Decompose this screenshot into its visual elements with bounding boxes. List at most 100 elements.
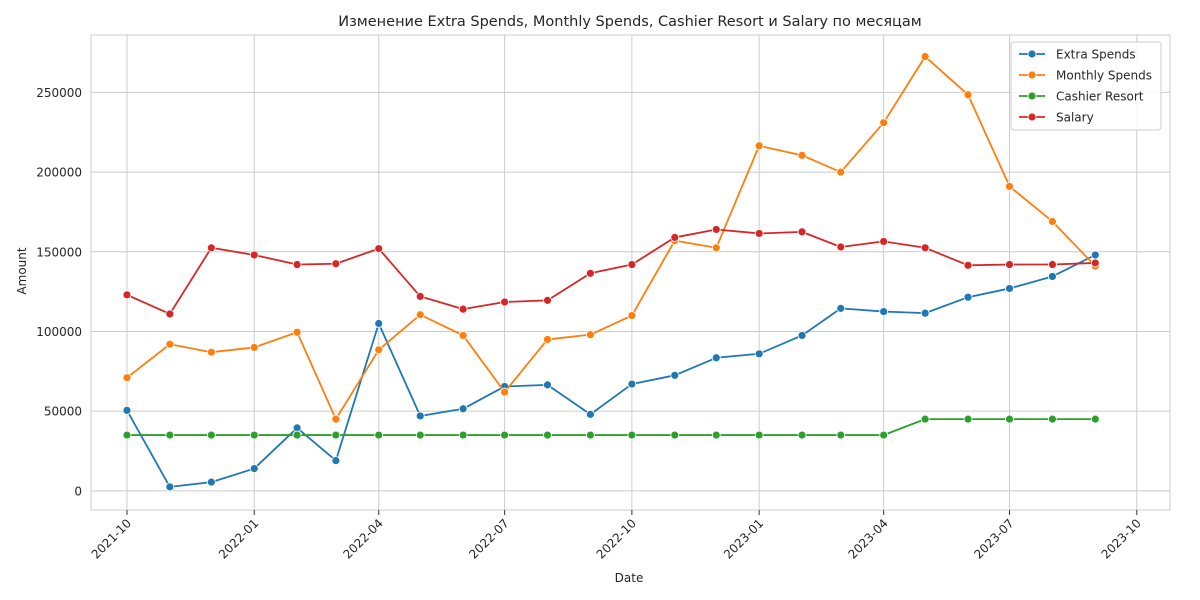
data-point-salary — [1090, 258, 1100, 268]
data-point-extra-spends — [670, 370, 680, 380]
data-point-salary — [415, 292, 425, 301]
data-point-extra-spends — [331, 456, 341, 465]
data-point-salary — [122, 290, 132, 300]
data-point-monthly-spends — [920, 52, 930, 61]
data-point-monthly-spends — [754, 141, 764, 151]
data-point-cashier-resort — [711, 430, 721, 440]
legend-marker-extra-spends — [1027, 49, 1037, 59]
data-point-cashier-resort — [670, 430, 680, 440]
data-point-salary — [585, 268, 595, 278]
legend-marker-monthly-spends — [1027, 70, 1037, 80]
data-point-monthly-spends — [879, 118, 889, 128]
data-point-extra-spends — [711, 353, 721, 363]
data-point-monthly-spends — [374, 345, 384, 355]
data-point-extra-spends — [797, 331, 807, 340]
data-point-salary — [543, 295, 552, 305]
data-point-monthly-spends — [836, 167, 846, 177]
data-point-monthly-spends — [585, 330, 595, 340]
legend: Extra Spends Monthly Spends Cashier Resort… — [1010, 41, 1162, 131]
series-line-salary — [126, 228, 1096, 315]
data-point-salary — [1048, 260, 1057, 269]
legend-label-monthly-spends: Monthly Spends — [1056, 69, 1152, 83]
data-point-extra-spends — [1048, 272, 1057, 281]
data-point-cashier-resort — [836, 430, 846, 440]
data-point-cashier-resort — [1048, 414, 1057, 424]
data-point-extra-spends — [458, 404, 468, 414]
data-point-salary — [500, 297, 510, 307]
y-axis: 0 50000 100000 150000 200000 250000 — [36, 86, 82, 498]
data-point-cashier-resort — [374, 430, 384, 440]
data-point-cashier-resort — [920, 414, 930, 424]
data-point-monthly-spends — [292, 327, 302, 337]
data-point-extra-spends — [963, 292, 973, 302]
data-point-extra-spends — [627, 379, 637, 389]
data-point-monthly-spends — [331, 414, 341, 424]
data-point-salary — [1005, 260, 1014, 269]
data-point-salary — [206, 243, 216, 253]
data-point-extra-spends — [165, 482, 175, 492]
data-point-extra-spends — [585, 409, 595, 419]
series-monthly-spends — [122, 52, 1100, 424]
data-point-salary — [249, 250, 259, 260]
data-point-monthly-spends — [711, 243, 721, 253]
data-point-monthly-spends — [1048, 217, 1057, 226]
data-point-cashier-resort — [1005, 414, 1014, 424]
data-point-monthly-spends — [249, 343, 259, 352]
data-point-salary — [374, 244, 384, 253]
y-tick-label: 250000 — [36, 86, 82, 100]
data-point-monthly-spends — [415, 310, 425, 320]
plot-frame — [90, 34, 1171, 511]
data-point-extra-spends — [1090, 250, 1100, 260]
plot-area — [90, 34, 1171, 511]
data-point-salary — [458, 304, 468, 314]
data-point-monthly-spends — [500, 387, 510, 397]
data-point-cashier-resort — [879, 430, 889, 440]
y-tick-label: 200000 — [36, 166, 82, 180]
data-point-monthly-spends — [458, 331, 468, 340]
data-point-salary — [836, 242, 846, 252]
series-line-cashier-resort — [126, 418, 1096, 436]
data-point-salary — [165, 309, 175, 319]
data-point-monthly-spends — [797, 150, 807, 160]
data-point-salary — [331, 259, 341, 269]
data-point-cashier-resort — [500, 430, 510, 440]
data-point-cashier-resort — [331, 430, 341, 440]
data-point-extra-spends — [415, 411, 425, 421]
data-point-extra-spends — [1005, 284, 1014, 293]
data-point-extra-spends — [374, 319, 384, 328]
data-point-salary — [292, 260, 302, 269]
data-point-cashier-resort — [627, 430, 637, 440]
data-point-cashier-resort — [585, 430, 595, 440]
data-point-cashier-resort — [249, 430, 259, 440]
data-point-cashier-resort — [165, 430, 175, 440]
y-tick-label: 50000 — [44, 405, 82, 419]
series-cashier-resort — [122, 414, 1100, 440]
data-point-salary — [797, 227, 807, 237]
data-point-salary — [670, 233, 680, 242]
data-point-monthly-spends — [165, 339, 175, 349]
data-point-cashier-resort — [415, 430, 425, 440]
y-tick-label: 0 — [74, 484, 82, 498]
x-axis-label: Date — [615, 571, 644, 585]
data-point-salary — [754, 229, 764, 238]
data-point-monthly-spends — [543, 335, 552, 344]
data-point-monthly-spends — [206, 347, 216, 357]
data-point-extra-spends — [920, 308, 930, 318]
data-point-salary — [879, 237, 889, 246]
data-point-salary — [963, 260, 973, 270]
data-point-extra-spends — [122, 405, 132, 415]
series-salary — [122, 225, 1100, 319]
series-line-monthly-spends — [126, 55, 1096, 421]
data-point-monthly-spends — [963, 90, 973, 100]
data-point-salary — [920, 243, 930, 253]
data-point-cashier-resort — [292, 430, 302, 440]
legend-box — [1010, 41, 1162, 131]
data-point-cashier-resort — [206, 430, 216, 440]
data-point-monthly-spends — [1005, 182, 1014, 191]
data-point-cashier-resort — [543, 430, 552, 440]
y-tick-label: 100000 — [36, 325, 82, 339]
chart-title: Изменение Extra Spends, Monthly Spends, … — [338, 14, 922, 30]
series-layer — [122, 52, 1100, 492]
